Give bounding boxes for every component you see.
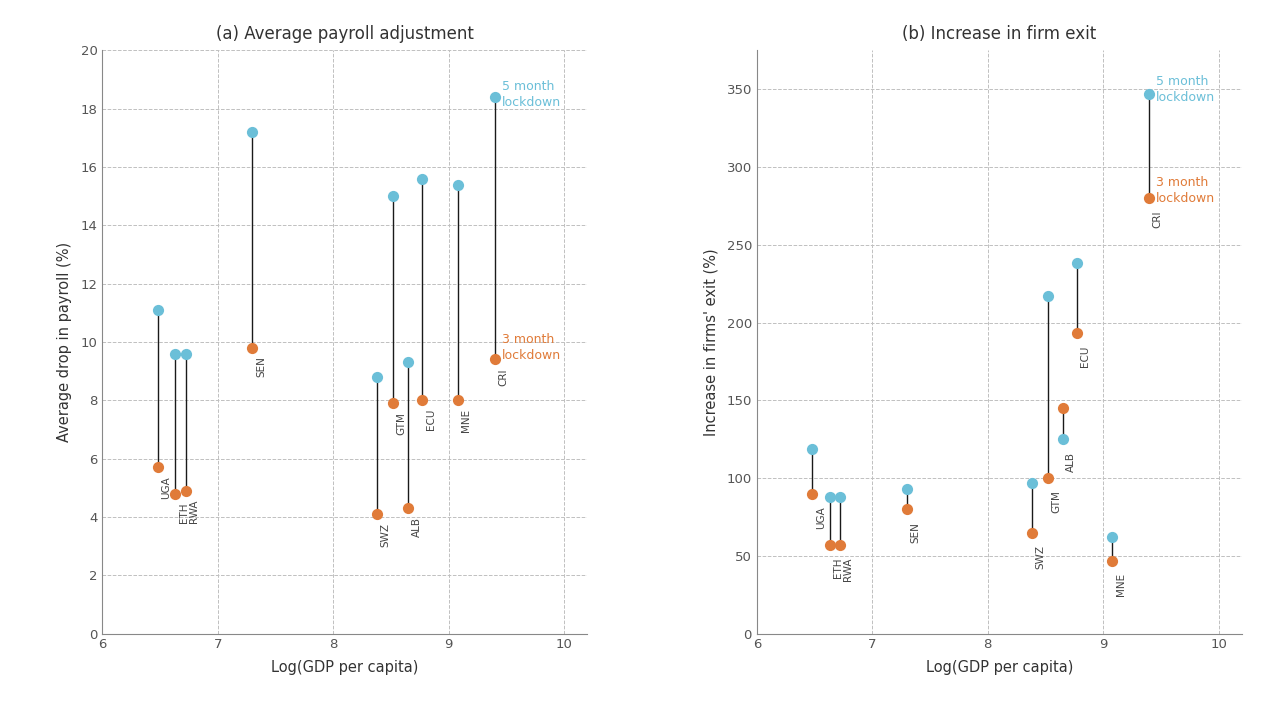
Point — [398, 503, 419, 514]
Text: UGA: UGA — [161, 476, 172, 499]
Point — [819, 539, 840, 551]
Point — [448, 179, 468, 190]
Point — [412, 173, 433, 184]
Point — [897, 503, 918, 515]
Point — [175, 348, 196, 359]
Point — [175, 485, 196, 497]
Point — [1021, 477, 1042, 488]
Point — [1102, 531, 1123, 543]
Text: 5 month
lockdown: 5 month lockdown — [1156, 75, 1215, 104]
Point — [147, 304, 168, 315]
Point — [242, 126, 262, 138]
Text: SEN: SEN — [256, 356, 266, 377]
Point — [1066, 328, 1087, 339]
Text: ETH: ETH — [833, 557, 844, 578]
Point — [803, 443, 823, 454]
Point — [1052, 402, 1073, 414]
Text: MNE: MNE — [1116, 573, 1126, 596]
Point — [1038, 472, 1059, 484]
Point — [242, 342, 262, 354]
Point — [1066, 258, 1087, 269]
Y-axis label: Increase in firms' exit (%): Increase in firms' exit (%) — [703, 248, 718, 436]
Point — [367, 508, 388, 520]
Text: ETH: ETH — [179, 503, 188, 523]
Text: SEN: SEN — [910, 521, 920, 542]
Text: SWZ: SWZ — [380, 523, 390, 546]
Text: ECU: ECU — [1080, 346, 1091, 367]
Point — [829, 539, 850, 551]
Text: SWZ: SWZ — [1036, 545, 1044, 569]
Point — [367, 372, 388, 383]
Point — [448, 395, 468, 406]
Point — [1102, 554, 1123, 566]
X-axis label: Log(GDP per capita): Log(GDP per capita) — [925, 660, 1073, 675]
Point — [1052, 433, 1073, 445]
Point — [485, 91, 506, 103]
Text: CRI: CRI — [1153, 210, 1162, 228]
Point — [383, 397, 403, 409]
Text: CRI: CRI — [498, 368, 508, 386]
Text: RWA: RWA — [844, 557, 854, 581]
Point — [165, 488, 186, 500]
Text: 5 month
lockdown: 5 month lockdown — [502, 80, 561, 109]
Point — [803, 488, 823, 500]
Point — [1021, 527, 1042, 539]
Point — [1139, 192, 1160, 204]
Text: 3 month
lockdown: 3 month lockdown — [502, 333, 561, 362]
Text: ALB: ALB — [412, 517, 421, 537]
Point — [412, 395, 433, 406]
Point — [485, 354, 506, 365]
Point — [383, 190, 403, 202]
Point — [165, 348, 186, 359]
Point — [819, 491, 840, 503]
Point — [897, 483, 918, 495]
Y-axis label: Average drop in payroll (%): Average drop in payroll (%) — [58, 242, 72, 442]
Text: GTM: GTM — [397, 412, 407, 435]
Point — [147, 462, 168, 473]
Point — [1038, 290, 1059, 302]
Point — [1139, 88, 1160, 99]
Title: (b) Increase in firm exit: (b) Increase in firm exit — [902, 25, 1097, 43]
X-axis label: Log(GDP per capita): Log(GDP per capita) — [271, 660, 419, 675]
Text: UGA: UGA — [815, 506, 826, 528]
Title: (a) Average payroll adjustment: (a) Average payroll adjustment — [216, 25, 474, 43]
Text: ECU: ECU — [425, 409, 435, 431]
Text: ALB: ALB — [1066, 451, 1076, 472]
Text: 3 month
lockdown: 3 month lockdown — [1156, 176, 1215, 205]
Text: GTM: GTM — [1051, 490, 1061, 513]
Text: RWA: RWA — [189, 500, 198, 523]
Text: MNE: MNE — [461, 409, 471, 432]
Point — [398, 356, 419, 368]
Point — [829, 491, 850, 503]
